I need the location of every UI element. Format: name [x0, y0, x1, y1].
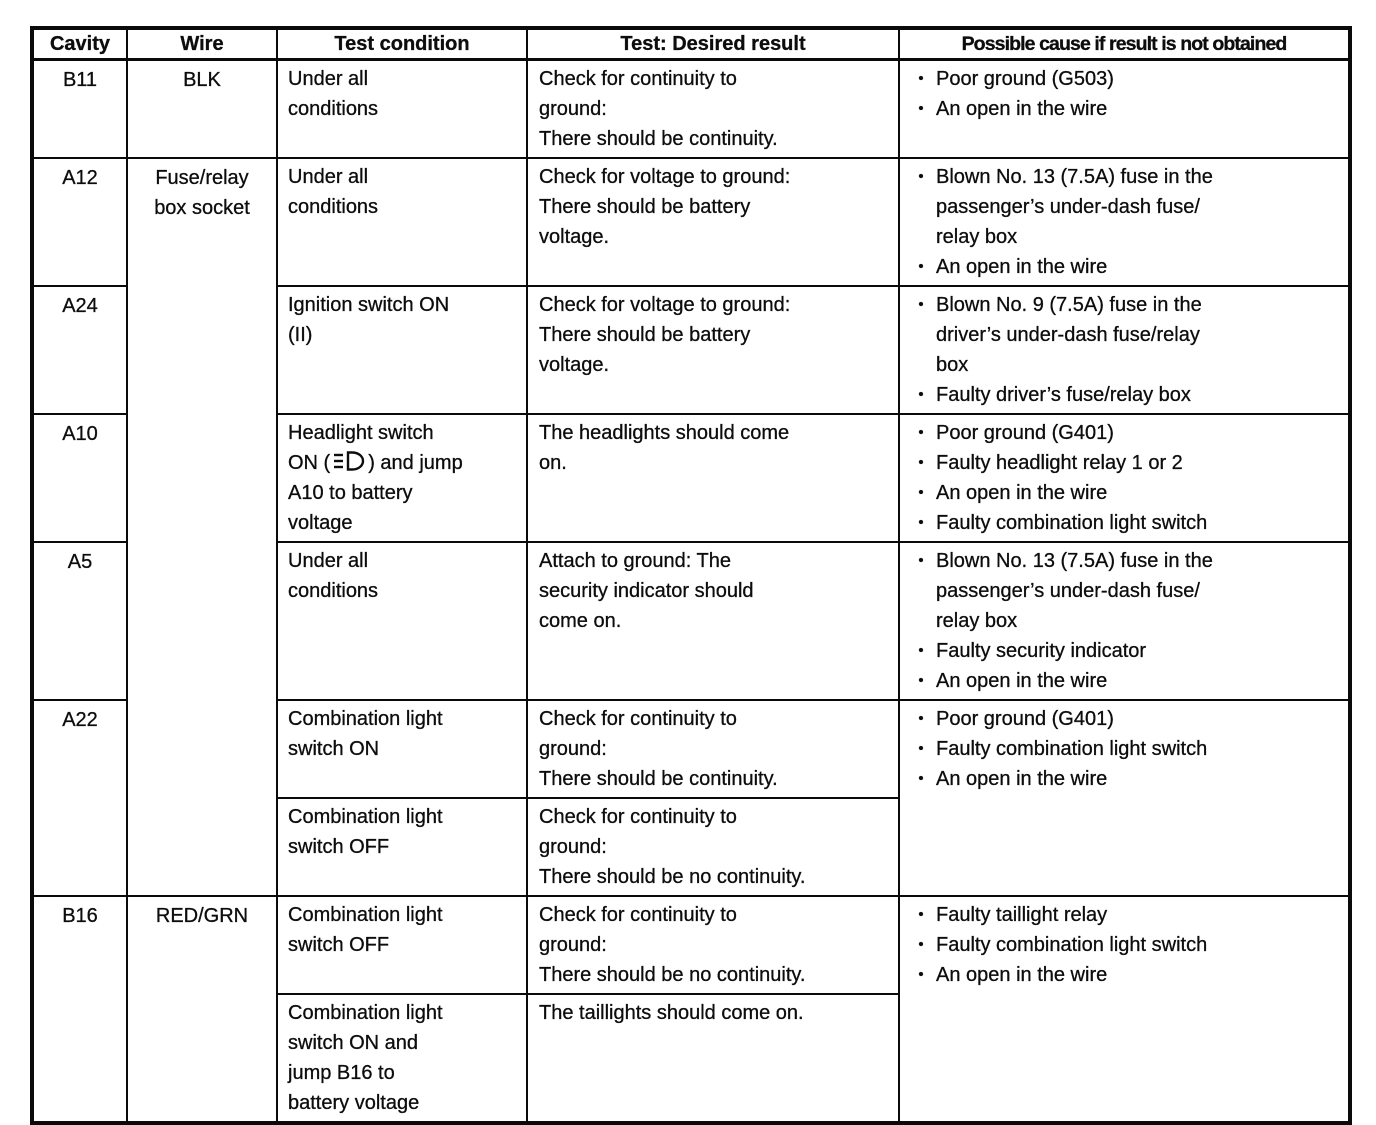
- header-desired-result: Test: Desired result: [526, 27, 900, 61]
- cause-item: • Blown No. 13 (7.5A) fuse in the passeng…: [906, 162, 1344, 252]
- bullet-icon: •: [918, 905, 924, 923]
- header-possible-cause: Possible cause if result is not obtained: [898, 27, 1351, 61]
- bullet-icon: •: [918, 709, 924, 727]
- table-row-a22-sub1: A22 Combination light switch ON Check fo…: [31, 698, 1351, 897]
- desired-result-cell: Attach to ground: The security indicator…: [526, 540, 900, 701]
- desired-result-cell: The headlights should come on.: [526, 412, 900, 543]
- cause-list: • Blown No. 9 (7.5A) fuse in the driver’s…: [906, 290, 1344, 410]
- cause-list: • Faulty taillight relay • Faulty combinat…: [906, 900, 1344, 990]
- cause-item: • An open in the wire: [906, 666, 1344, 696]
- test-condition-cell: Under all conditions: [276, 540, 528, 701]
- desired-result-cell: Check for continuity to ground: There sh…: [526, 796, 900, 897]
- desired-result-cell: Check for continuity to ground: There sh…: [526, 894, 900, 995]
- cause-list: • Blown No. 13 (7.5A) fuse in the passeng…: [906, 162, 1344, 282]
- table-row-a10: A10 Headlight switch ON () and jump A10 …: [31, 412, 1351, 543]
- cause-item: • An open in the wire: [906, 960, 1344, 990]
- bullet-icon: •: [918, 423, 924, 441]
- table-row-a12: A12 Fuse/relay box socket Under all cond…: [31, 156, 1351, 897]
- bullet-icon: •: [918, 671, 924, 689]
- cause-item: • Blown No. 13 (7.5A) fuse in the passeng…: [906, 546, 1344, 636]
- wire-cell-fuse-relay: Fuse/relay box socket: [126, 156, 278, 897]
- cavity-cell: B16: [31, 894, 128, 1124]
- bullet-icon: •: [918, 513, 924, 531]
- possible-cause-cell: • Poor ground (G503) • An open in the wire: [898, 58, 1351, 159]
- possible-cause-cell: • Faulty taillight relay • Faulty combinat…: [898, 894, 1351, 1124]
- test-condition-cell: Under all conditions: [276, 156, 528, 287]
- test-condition-cell: Combination light switch ON and jump B16…: [276, 992, 528, 1124]
- cause-item: • Faulty headlight relay 1 or 2: [906, 448, 1344, 478]
- cause-item: • Poor ground (G503): [906, 64, 1344, 94]
- table-row-a24: A24 Ignition switch ON (II) Check for vo…: [31, 284, 1351, 415]
- cause-item: • An open in the wire: [906, 94, 1344, 124]
- bullet-icon: •: [918, 483, 924, 501]
- cause-item: • Poor ground (G401): [906, 418, 1344, 448]
- table-row-b11: B11 BLK Under all conditions Check for c…: [31, 58, 1351, 159]
- table-row-a22-sub2: Combination light switch OFF Check for c…: [32, 796, 1350, 897]
- bullet-icon: •: [918, 99, 924, 117]
- test-condition-cell: Headlight switch ON () and jump A10 to b…: [276, 412, 528, 543]
- cause-item: • An open in the wire: [906, 764, 1344, 794]
- cause-item: • Blown No. 9 (7.5A) fuse in the driver’s…: [906, 290, 1344, 380]
- cause-item: • Faulty security indicator: [906, 636, 1344, 666]
- troubleshooting-table: Cavity Wire Test condition Test: Desired…: [30, 26, 1352, 1125]
- possible-cause-cell: • Poor ground (G401) • Faulty headlight re…: [898, 412, 1351, 543]
- header-cavity: Cavity: [31, 27, 128, 61]
- bullet-icon: •: [918, 935, 924, 953]
- desired-result-cell: The taillights should come on.: [526, 992, 900, 1124]
- possible-cause-cell: • Blown No. 13 (7.5A) fuse in the passeng…: [898, 156, 1351, 287]
- cause-list: • Blown No. 13 (7.5A) fuse in the passeng…: [906, 546, 1344, 696]
- bullet-icon: •: [918, 739, 924, 757]
- cause-item: • Poor ground (G401): [906, 704, 1344, 734]
- desired-result-cell: Check for voltage to ground: There shoul…: [526, 284, 900, 415]
- cause-list: • Poor ground (G401) • Faulty headlight re…: [906, 418, 1344, 538]
- cause-item: • Faulty combination light switch: [906, 734, 1344, 764]
- cause-item: • An open in the wire: [906, 478, 1344, 508]
- bullet-icon: •: [918, 453, 924, 471]
- cause-item: • Faulty combination light switch: [906, 930, 1344, 960]
- table-row-a5: A5 Under all conditions Attach to ground…: [31, 540, 1351, 701]
- test-condition-cell: Under all conditions: [276, 58, 528, 159]
- possible-cause-cell: • Blown No. 9 (7.5A) fuse in the driver’s…: [898, 284, 1351, 415]
- cavity-cell: A10: [31, 412, 128, 543]
- table-row-b16-sub1: B16 RED/GRN Combination light switch OFF…: [31, 894, 1351, 1124]
- cause-item: • Faulty taillight relay: [906, 900, 1344, 930]
- bullet-icon: •: [918, 167, 924, 185]
- possible-cause-cell: • Blown No. 13 (7.5A) fuse in the passeng…: [898, 540, 1351, 701]
- bullet-icon: •: [918, 965, 924, 983]
- bullet-icon: •: [918, 69, 924, 87]
- header-test-condition: Test condition: [276, 27, 528, 61]
- desired-result-cell: Check for voltage to ground: There shoul…: [526, 156, 900, 287]
- headlight-on-icon: [334, 450, 365, 471]
- cause-list: • Poor ground (G503) • An open in the wire: [906, 64, 1344, 124]
- cause-item: • An open in the wire: [906, 252, 1344, 282]
- bullet-icon: •: [918, 385, 924, 403]
- test-condition-cell: Ignition switch ON (II): [276, 284, 528, 415]
- test-condition-cell: Combination light switch OFF: [276, 894, 528, 995]
- cavity-cell: B11: [31, 58, 128, 159]
- cause-item: • Faulty combination light switch: [906, 508, 1344, 538]
- bullet-icon: •: [918, 641, 924, 659]
- scanned-manual-page: Cavity Wire Test condition Test: Desired…: [30, 26, 1352, 1125]
- wire-cell: BLK: [126, 58, 278, 159]
- cause-item: • Faulty driver’s fuse/relay box: [906, 380, 1344, 410]
- cavity-cell: A5: [31, 540, 128, 701]
- bullet-icon: •: [918, 257, 924, 275]
- cavity-cell: A12: [31, 156, 128, 287]
- bullet-icon: •: [918, 295, 924, 313]
- bullet-icon: •: [918, 551, 924, 569]
- bullet-icon: •: [918, 769, 924, 787]
- cavity-cell: A24: [31, 284, 128, 415]
- test-condition-cell: Combination light switch OFF: [276, 796, 528, 897]
- header-wire: Wire: [126, 27, 278, 61]
- test-condition-cell: Combination light switch ON: [276, 698, 528, 799]
- possible-cause-cell: • Poor ground (G401) • Faulty combination …: [898, 698, 1351, 897]
- cavity-cell: A22: [31, 698, 128, 897]
- desired-result-cell: Check for continuity to ground: There sh…: [526, 58, 900, 159]
- cause-list: • Poor ground (G401) • Faulty combination …: [906, 704, 1344, 794]
- desired-result-cell: Check for continuity to ground: There sh…: [526, 698, 900, 799]
- wire-cell: RED/GRN: [126, 894, 278, 1124]
- header-row: Cavity Wire Test condition Test: Desired…: [31, 27, 1351, 61]
